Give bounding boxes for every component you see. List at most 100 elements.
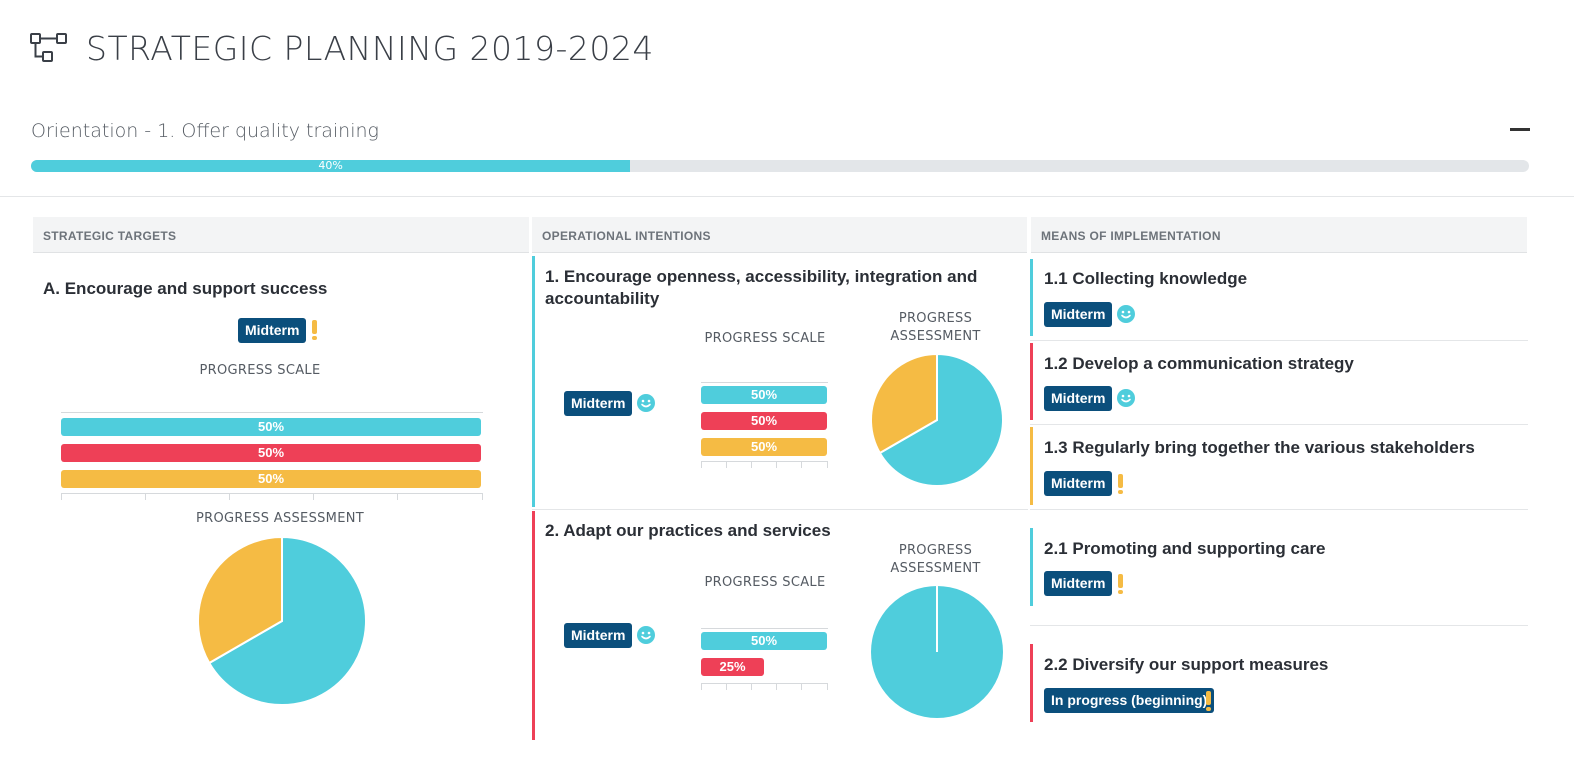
exclamation-icon	[1118, 474, 1123, 494]
smiley-icon	[1117, 389, 1135, 407]
intention-2-scale-axis	[701, 683, 828, 684]
exclamation-icon	[312, 320, 317, 340]
axis-tick	[827, 683, 828, 690]
smiley-icon	[1117, 305, 1135, 323]
intention-2-assessment-label: PROGRESS ASSESSMENT	[868, 542, 1003, 578]
intention-1-pie-chart	[870, 353, 1004, 487]
intention-2-progress-scale-label: PROGRESS SCALE	[704, 575, 826, 590]
axis-tick	[482, 493, 483, 500]
intention-2-bar-1: 50%	[701, 632, 827, 650]
mean-separator	[1030, 424, 1528, 425]
intention-1-title[interactable]: 1. Encourage openness, accessibility, in…	[545, 267, 978, 308]
mean-5-status-badge[interactable]: In progress (beginning)	[1044, 688, 1215, 713]
mean-4-color-bar	[1030, 528, 1033, 606]
axis-tick	[701, 461, 702, 468]
section-divider	[0, 196, 1574, 197]
target-progress-assessment-label: PROGRESS ASSESSMENT	[196, 511, 364, 526]
pie-slice-yellow	[870, 353, 938, 455]
intention-2-pie-chart	[871, 586, 1003, 718]
axis-tick	[751, 683, 752, 690]
intention-1-assessment-label: PROGRESS ASSESSMENT	[868, 310, 1003, 346]
intention-1-scale-axis	[701, 461, 828, 462]
intention-1-bar-3-label: 50%	[750, 439, 778, 454]
mean-5-title[interactable]: 2.2 Diversify our support measures	[1044, 655, 1329, 674]
target-title[interactable]: A. Encourage and support success	[43, 279, 328, 298]
intention-1-status-badge[interactable]: Midterm	[564, 391, 633, 416]
mean-2-title[interactable]: 1.2 Develop a communication strategy	[1044, 354, 1354, 373]
intention-1-assessment-label-line-2: ASSESSMENT	[890, 329, 981, 344]
page-header: STRATEGIC PLANNING 2019-2024	[30, 28, 654, 68]
target-bar-3: 50%	[61, 470, 481, 488]
orientation-progress-label: 40%	[318, 160, 343, 172]
intention-2-status-badge[interactable]: Midterm	[564, 623, 633, 648]
axis-tick	[229, 493, 230, 500]
column-header-strategic-targets: STRATEGIC TARGETS	[33, 217, 529, 253]
mean-separator	[1030, 509, 1528, 510]
target-status-badge[interactable]: Midterm	[238, 318, 307, 343]
mean-1-color-bar	[1030, 259, 1033, 336]
intention-1-scale-top-axis	[701, 382, 828, 383]
target-bar-2-label: 50%	[257, 445, 285, 460]
orientation-progress-bar: 40%	[31, 160, 1529, 172]
exclamation-icon	[1206, 691, 1211, 711]
intention-2-color-bar	[532, 511, 535, 740]
target-bar-1: 50%	[61, 418, 481, 436]
axis-tick	[397, 493, 398, 500]
intention-1-assessment-label-line-1: PROGRESS	[898, 311, 973, 326]
mean-3-title[interactable]: 1.3 Regularly bring together the various…	[1044, 438, 1475, 457]
smiley-icon	[637, 394, 655, 412]
smiley-icon	[637, 626, 655, 644]
pie-slice-teal	[878, 353, 1004, 487]
page-title: STRATEGIC PLANNING 2019-2024	[86, 28, 654, 68]
axis-tick	[827, 461, 828, 468]
mean-2-color-bar	[1030, 343, 1033, 420]
pie-slice-yellow	[197, 536, 283, 665]
axis-tick	[61, 493, 62, 500]
target-bar-2: 50%	[61, 444, 481, 462]
mean-4-title[interactable]: 2.1 Promoting and supporting care	[1044, 539, 1326, 558]
mean-2-status-badge[interactable]: Midterm	[1044, 386, 1113, 411]
mean-3-color-bar	[1030, 427, 1033, 505]
axis-tick	[313, 493, 314, 500]
mean-separator	[1030, 340, 1528, 341]
axis-tick	[776, 683, 777, 690]
column-header-operational-intentions: OPERATIONAL INTENTIONS	[532, 217, 1027, 253]
intention-1-bar-1: 50%	[701, 386, 827, 404]
intention-2-bar-1-label: 50%	[750, 633, 778, 648]
target-pie-chart	[197, 536, 367, 706]
target-scale-axis	[61, 493, 483, 494]
axis-tick	[801, 461, 802, 468]
intention-1-color-bar	[532, 256, 535, 507]
axis-tick	[701, 683, 702, 690]
target-bar-1-label: 50%	[257, 419, 285, 434]
axis-tick	[726, 683, 727, 690]
pie-slice-teal	[207, 536, 367, 706]
axis-tick	[801, 683, 802, 690]
mean-3-status-badge[interactable]: Midterm	[1044, 471, 1113, 496]
intention-2-scale-top-axis	[701, 628, 828, 629]
axis-tick	[776, 461, 777, 468]
target-bar-3-label: 50%	[257, 471, 285, 486]
mean-1-title[interactable]: 1.1 Collecting knowledge	[1044, 269, 1248, 288]
column-header-means-of-implementation: MEANS OF IMPLEMENTATION	[1031, 217, 1527, 253]
orientation-progress-fill: 40%	[31, 160, 631, 172]
intention-1-bar-2: 50%	[701, 412, 827, 430]
intention-separator	[532, 509, 1028, 510]
mean-5-color-bar	[1030, 644, 1033, 722]
intention-1-progress-scale-label: PROGRESS SCALE	[704, 331, 826, 346]
axis-tick	[145, 493, 146, 500]
intention-2-title[interactable]: 2. Adapt our practices and services	[545, 521, 831, 540]
target-scale-top-axis	[61, 412, 483, 413]
hierarchy-icon	[30, 33, 67, 62]
axis-tick	[751, 461, 752, 468]
target-progress-scale-label: PROGRESS SCALE	[199, 363, 321, 378]
mean-1-status-badge[interactable]: Midterm	[1044, 302, 1113, 327]
mean-4-status-badge[interactable]: Midterm	[1044, 571, 1113, 596]
intention-1-bar-3: 50%	[701, 438, 827, 456]
orientation-title[interactable]: Orientation - 1. Offer quality training	[31, 120, 379, 142]
intention-2-assessment-label-line-2: ASSESSMENT	[890, 561, 981, 576]
mean-separator	[1030, 625, 1528, 626]
exclamation-icon	[1118, 574, 1123, 594]
axis-tick	[726, 461, 727, 468]
minus-icon[interactable]	[1510, 128, 1530, 131]
